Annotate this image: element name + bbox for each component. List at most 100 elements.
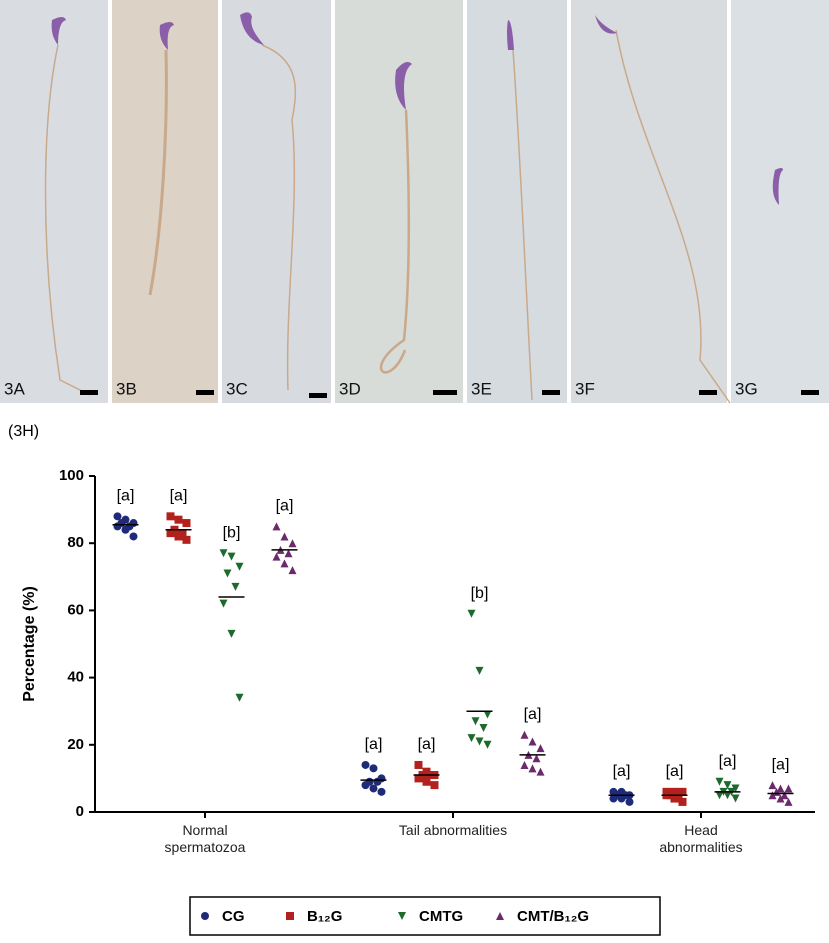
- panel-bg: [222, 0, 331, 403]
- panel-label: 3E: [471, 379, 492, 398]
- point: [373, 777, 382, 786]
- point: [422, 777, 431, 786]
- point: [479, 724, 488, 732]
- legend-marker: [496, 912, 504, 920]
- point: [625, 797, 634, 806]
- point: [768, 791, 777, 800]
- point: [475, 737, 484, 746]
- point: [182, 519, 191, 528]
- point: [532, 754, 541, 763]
- point: [471, 717, 480, 726]
- heads: [51, 12, 783, 205]
- scale-bars: [80, 390, 819, 398]
- panel-label: 3G: [735, 379, 758, 398]
- point: [536, 767, 545, 776]
- significance-label: [a]: [170, 488, 188, 505]
- point: [227, 629, 236, 638]
- point: [129, 532, 138, 541]
- significance-label: [a]: [418, 736, 436, 753]
- significance-label: [a]: [772, 756, 790, 773]
- point: [670, 794, 679, 803]
- point: [166, 529, 175, 538]
- point: [528, 764, 537, 773]
- y-tick-label: 80: [67, 534, 84, 551]
- point: [272, 552, 281, 561]
- panel-label: 3A: [4, 379, 25, 398]
- y-tick-label: 100: [59, 467, 84, 484]
- point: [288, 566, 297, 575]
- point: [609, 794, 618, 803]
- point: [414, 774, 423, 783]
- y-tick-label: 20: [67, 736, 84, 753]
- point: [377, 787, 386, 796]
- point: [528, 737, 537, 746]
- point: [776, 794, 785, 803]
- point: [414, 760, 423, 769]
- point: [776, 784, 785, 793]
- point: [731, 794, 740, 803]
- legend-marker: [398, 912, 406, 920]
- panel-bg: [0, 0, 108, 403]
- point: [617, 794, 626, 803]
- significance-label: [a]: [613, 763, 631, 780]
- point: [288, 539, 297, 548]
- point: [361, 781, 370, 790]
- point: [715, 791, 724, 800]
- y-tick-label: 60: [67, 601, 84, 618]
- point: [784, 797, 793, 806]
- point: [536, 744, 545, 753]
- point: [483, 740, 492, 749]
- legend-label: B₁₂G: [307, 908, 342, 925]
- point: [174, 532, 183, 541]
- point: [780, 791, 789, 800]
- point: [678, 797, 687, 806]
- point: [121, 525, 130, 534]
- significance-label: [b]: [223, 524, 241, 541]
- point: [361, 760, 370, 769]
- y-tick-label: 0: [76, 803, 84, 820]
- tails: [44, 29, 731, 404]
- point: [280, 559, 289, 568]
- point: [520, 760, 529, 769]
- significance-label: [b]: [471, 585, 489, 602]
- significance-label: [a]: [666, 763, 684, 780]
- point: [369, 764, 378, 773]
- point: [227, 552, 236, 561]
- point: [113, 522, 122, 531]
- point: [223, 569, 232, 578]
- point: [475, 666, 484, 675]
- figure-label: (3H): [8, 423, 39, 440]
- point: [723, 781, 732, 790]
- point: [467, 609, 476, 618]
- point: [768, 781, 777, 790]
- x-tick-label: Head abnormalities: [659, 822, 743, 855]
- point: [174, 515, 183, 524]
- point: [182, 535, 191, 544]
- point: [219, 599, 228, 608]
- point: [235, 693, 244, 702]
- panel-bg: [467, 0, 567, 403]
- legend-label: CMT/B₁₂G: [517, 908, 589, 925]
- x-tick-label: Tail abnormalities: [398, 822, 508, 838]
- significance-label: [a]: [117, 488, 135, 505]
- y-tick-label: 40: [67, 669, 84, 686]
- point: [520, 730, 529, 739]
- point: [113, 512, 122, 521]
- point: [280, 532, 289, 541]
- significance-label: [a]: [365, 736, 383, 753]
- point: [723, 791, 732, 800]
- x-tick-label: Normal spermatozoa: [164, 822, 246, 855]
- panel-label: 3F: [575, 379, 595, 398]
- point: [166, 512, 175, 521]
- point: [231, 582, 240, 591]
- point: [715, 777, 724, 786]
- point: [784, 784, 793, 793]
- significance-label: [a]: [276, 498, 294, 515]
- point: [467, 734, 476, 743]
- legend-marker: [286, 912, 294, 920]
- y-axis-title: Percentage (%): [21, 586, 38, 702]
- panel-bg: [571, 0, 727, 403]
- legend-label: CG: [222, 908, 245, 925]
- legend-box: [189, 896, 661, 936]
